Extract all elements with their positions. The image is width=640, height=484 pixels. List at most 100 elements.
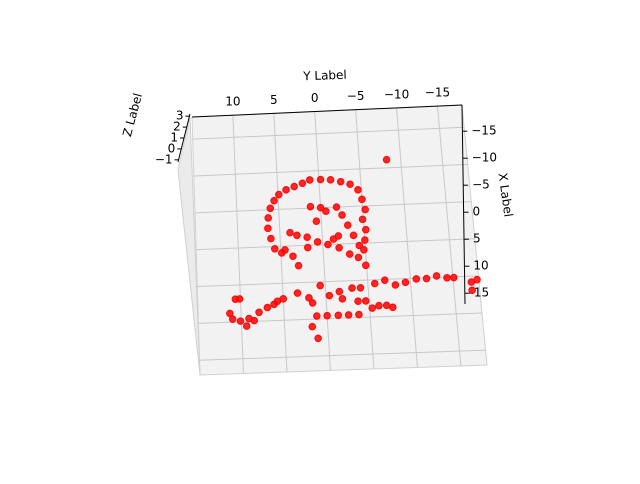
point (250, 316, 259, 325)
x-axis-label: X Label (495, 172, 515, 218)
point (305, 176, 314, 184)
y-tick-label: −10 (384, 87, 409, 101)
x-tick-label: 0 (473, 205, 481, 219)
point (325, 291, 334, 300)
point (236, 317, 245, 325)
grid-line (396, 107, 418, 368)
point (335, 287, 344, 296)
point (322, 207, 330, 216)
point (338, 211, 346, 219)
point (274, 190, 283, 199)
point (294, 261, 303, 270)
y-tick-label: 5 (270, 93, 278, 107)
point (334, 311, 343, 320)
grid-line (232, 115, 244, 374)
side-pane (177, 116, 201, 376)
point (358, 195, 366, 204)
point (324, 240, 332, 249)
point (355, 241, 364, 250)
grid-line (193, 163, 468, 177)
point (298, 179, 307, 188)
point (313, 312, 321, 320)
point (306, 202, 315, 211)
point (255, 308, 263, 317)
point (361, 205, 370, 214)
point (264, 224, 272, 233)
point (336, 177, 345, 186)
point (312, 217, 321, 226)
point (264, 214, 273, 222)
z-tick-label: 0 (168, 141, 176, 155)
point (443, 273, 451, 282)
z-tick-label: −1 (155, 152, 173, 166)
point (270, 245, 279, 253)
grid-line (197, 275, 479, 288)
point (279, 295, 288, 303)
point (356, 283, 365, 292)
point (361, 236, 369, 244)
point (290, 182, 299, 191)
point (449, 273, 458, 282)
point (316, 281, 324, 290)
point (329, 235, 338, 243)
point (266, 204, 275, 213)
y-tick-label: 10 (225, 95, 240, 109)
point (316, 175, 325, 184)
point (389, 303, 397, 312)
point (343, 221, 352, 229)
point (354, 186, 362, 194)
x-tick-label: −15 (471, 124, 496, 138)
point (323, 311, 331, 320)
point (412, 275, 421, 283)
grid-line (199, 349, 486, 361)
point (314, 334, 322, 343)
point (346, 180, 354, 189)
z-tick-label: 2 (173, 120, 181, 134)
grid-line (436, 106, 462, 366)
point (355, 310, 363, 319)
point (338, 295, 347, 303)
x-tick-label: 5 (473, 232, 481, 246)
point (349, 231, 358, 240)
point (345, 250, 354, 258)
point (422, 274, 431, 283)
point (401, 278, 410, 287)
point (282, 186, 290, 194)
point (382, 301, 391, 310)
point (335, 243, 343, 252)
point (361, 261, 370, 270)
point (277, 249, 286, 257)
point (242, 322, 251, 330)
y-tick-label: 0 (311, 91, 319, 105)
point (308, 322, 317, 331)
grid-line (314, 111, 331, 371)
point (303, 243, 312, 252)
grid-line (273, 113, 288, 372)
point (326, 176, 335, 184)
point (303, 233, 311, 241)
point (380, 276, 389, 284)
point (235, 295, 244, 303)
point (267, 234, 275, 243)
y-tick-label: −5 (347, 89, 365, 103)
point (354, 297, 362, 306)
point (360, 245, 368, 254)
point (473, 275, 481, 284)
point (344, 311, 353, 319)
point (348, 284, 356, 292)
x-tick-label: 15 (474, 286, 489, 300)
point (289, 252, 297, 261)
point (332, 203, 341, 211)
point (263, 303, 272, 312)
y-tick-label: −15 (425, 86, 450, 100)
y-axis-label: Y Label (302, 68, 347, 84)
point (361, 225, 370, 234)
grid-line (192, 126, 465, 140)
point (361, 297, 370, 305)
point (354, 253, 363, 262)
point (432, 272, 441, 280)
z-axis-label: Z Label (120, 92, 145, 139)
point (375, 301, 383, 310)
x-tick-label: −5 (472, 178, 490, 192)
